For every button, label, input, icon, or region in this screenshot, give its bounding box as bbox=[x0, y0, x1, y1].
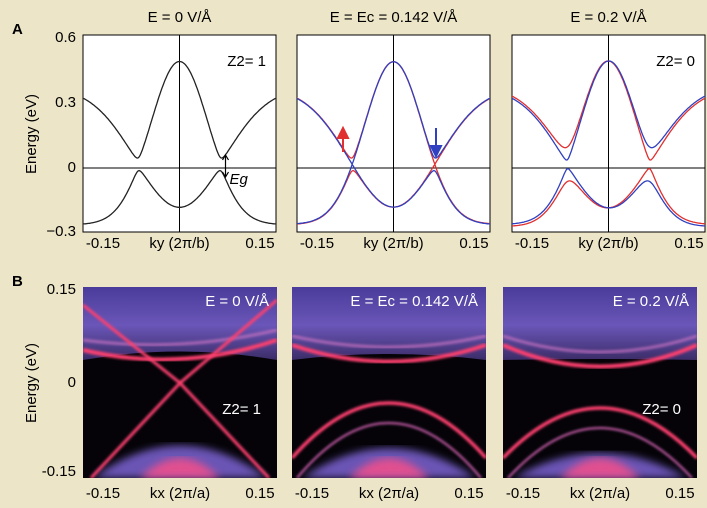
x-tick-label: -0.15 bbox=[86, 235, 120, 252]
spin-up-arrow bbox=[336, 125, 350, 152]
plot-title: E = Ec = 0.142 V/Å bbox=[330, 9, 458, 26]
y-tick-label: 0.3 bbox=[55, 94, 76, 111]
plot-title: E = 0.2 V/Å bbox=[570, 9, 646, 26]
band-curve bbox=[83, 169, 276, 225]
topology-label: Z2= 0 bbox=[642, 401, 681, 418]
bulk-conduction-2 bbox=[503, 334, 697, 354]
bulk-conduction bbox=[292, 343, 486, 364]
y-tick-label: 0 bbox=[68, 159, 76, 176]
surface-state bbox=[292, 401, 486, 460]
panel-label: A bbox=[12, 21, 23, 38]
x-tick-label: 0.15 bbox=[674, 235, 703, 252]
spectral-map bbox=[83, 287, 277, 478]
plot-title: E = 0 V/Å bbox=[205, 293, 269, 310]
x-tick-label: 0.15 bbox=[459, 235, 488, 252]
spin-down-arrow bbox=[429, 128, 443, 159]
x-tick-label: -0.15 bbox=[506, 485, 540, 502]
y-tick-label: −0.3 bbox=[46, 223, 76, 240]
x-axis-label: ky (2π/b) bbox=[578, 235, 638, 252]
band-curve bbox=[297, 163, 490, 225]
bulk-conduction bbox=[503, 343, 697, 369]
bulk-conduction-2 bbox=[83, 328, 277, 347]
x-axis-label: kx (2π/a) bbox=[359, 485, 419, 502]
y-tick-label: -0.15 bbox=[42, 463, 76, 480]
x-tick-label: -0.15 bbox=[86, 485, 120, 502]
topology-label: Z2= 1 bbox=[222, 401, 261, 418]
y-axis-label: Energy (eV) bbox=[23, 343, 40, 423]
spectral-map bbox=[503, 287, 697, 478]
plot-title: E = Ec = 0.142 V/Å bbox=[350, 293, 478, 310]
bulk-valence-glow bbox=[349, 458, 429, 478]
x-tick-label: 0.15 bbox=[454, 485, 483, 502]
surface-state bbox=[83, 303, 271, 478]
band-curve bbox=[83, 60, 276, 159]
bulk-conduction bbox=[83, 338, 277, 362]
bulk-valence-glow bbox=[140, 458, 220, 478]
gap-arrowhead bbox=[221, 153, 230, 179]
bulk-gap bbox=[83, 351, 277, 478]
band-curve bbox=[297, 61, 490, 166]
plot-title: E = 0.2 V/Å bbox=[613, 293, 689, 310]
x-tick-label: 0.15 bbox=[245, 485, 274, 502]
x-tick-label: 0.15 bbox=[665, 485, 694, 502]
surface-state-2 bbox=[507, 427, 693, 478]
gap-label: Eg bbox=[230, 171, 249, 188]
surface-state-2 bbox=[296, 422, 482, 478]
plot-title: E = 0 V/Å bbox=[148, 9, 212, 26]
bulk-gap bbox=[503, 359, 697, 478]
x-axis-label: kx (2π/a) bbox=[570, 485, 630, 502]
y-tick-label: 0.6 bbox=[55, 29, 76, 46]
x-tick-label: -0.15 bbox=[295, 485, 329, 502]
topology-label: Z2= 0 bbox=[656, 53, 695, 70]
panel-label: B bbox=[12, 273, 23, 290]
bulk-valence-glow bbox=[560, 458, 640, 478]
x-axis-label: kx (2π/a) bbox=[150, 485, 210, 502]
x-axis-label: ky (2π/b) bbox=[363, 235, 423, 252]
y-tick-label: 0.15 bbox=[47, 281, 76, 298]
x-axis-label: ky (2π/b) bbox=[149, 235, 209, 252]
band-curve bbox=[512, 60, 705, 161]
y-axis-label: Energy (eV) bbox=[23, 94, 40, 174]
bulk-conduction-2 bbox=[292, 334, 486, 349]
topology-label: Z2= 1 bbox=[227, 53, 266, 70]
band-curve bbox=[512, 168, 705, 227]
surface-state bbox=[503, 406, 697, 460]
x-tick-label: 0.15 bbox=[245, 235, 274, 252]
y-tick-label: 0 bbox=[68, 374, 76, 391]
x-tick-label: -0.15 bbox=[515, 235, 549, 252]
spectral-map bbox=[292, 287, 486, 478]
x-tick-label: -0.15 bbox=[300, 235, 334, 252]
bulk-gap bbox=[292, 354, 486, 478]
